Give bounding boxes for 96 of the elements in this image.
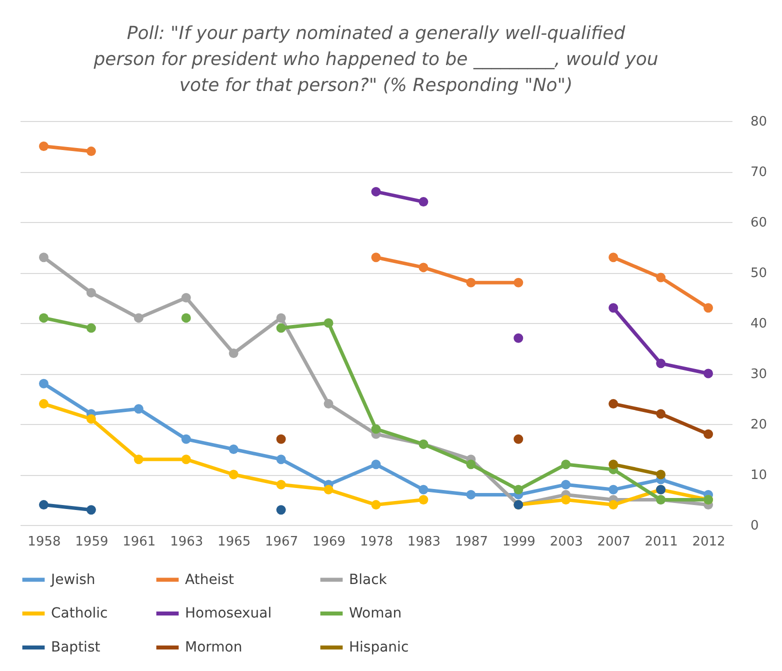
y-tick-label: 0 <box>750 518 759 534</box>
point <box>134 454 144 464</box>
y-tick-label: 20 <box>750 418 768 432</box>
point <box>418 262 428 272</box>
point <box>38 142 48 151</box>
point <box>276 323 286 333</box>
point <box>371 500 381 510</box>
point <box>704 429 714 439</box>
chart-title: Poll: "If your party nominated a generally well-qualified person for president who happened to be _________, would you vote for that person?" (% Responding "No") <box>92 23 658 96</box>
point <box>38 378 48 388</box>
point <box>228 348 238 358</box>
legend-label: Catholic <box>51 606 108 622</box>
point <box>86 146 96 156</box>
point <box>134 313 144 323</box>
point <box>608 252 618 262</box>
point <box>608 460 618 470</box>
x-tick-label: 2007 <box>597 534 630 550</box>
x-tick-label: 1999 <box>502 534 536 550</box>
legend-label: Woman <box>349 606 402 622</box>
y-tick-label: 50 <box>750 266 768 281</box>
point <box>561 495 571 504</box>
point <box>656 470 666 480</box>
y-tick-label: 30 <box>750 367 768 382</box>
point <box>514 484 524 494</box>
point <box>561 460 571 470</box>
point <box>86 323 96 333</box>
point <box>134 404 144 414</box>
point <box>181 313 191 323</box>
point <box>418 495 428 504</box>
point <box>561 480 571 490</box>
x-tick-label: 2012 <box>692 534 726 550</box>
point <box>86 505 96 515</box>
y-tick-label: 40 <box>750 316 768 332</box>
point <box>181 454 191 464</box>
point <box>608 303 618 313</box>
point <box>704 303 714 313</box>
point <box>181 434 191 444</box>
point <box>276 434 286 444</box>
x-tick-label: 1959 <box>75 534 108 550</box>
x-tick-label: 2011 <box>644 534 678 550</box>
point <box>656 272 666 282</box>
point <box>86 414 96 424</box>
legend-label: Black <box>349 572 388 588</box>
point <box>324 318 334 328</box>
point <box>608 500 618 510</box>
point <box>38 313 48 323</box>
legend-label: Homosexual <box>185 606 272 622</box>
point <box>181 293 191 302</box>
point <box>324 399 334 409</box>
legend-label: Mormon <box>185 640 242 656</box>
point <box>86 288 96 298</box>
point <box>38 500 48 510</box>
point <box>371 460 381 470</box>
point <box>418 197 428 207</box>
point <box>228 470 238 480</box>
legend-label: Hispanic <box>349 640 409 656</box>
point <box>466 490 476 500</box>
point <box>704 368 714 378</box>
legend-label: Atheist <box>185 572 234 588</box>
x-tick-label: 1961 <box>122 534 156 550</box>
point <box>608 484 618 494</box>
x-tick-label: 1965 <box>218 534 251 550</box>
point <box>371 424 381 434</box>
point <box>371 186 381 196</box>
x-tick-label: 1987 <box>454 534 488 550</box>
x-tick-label: 1963 <box>170 534 204 550</box>
point <box>228 444 238 454</box>
point <box>466 460 476 470</box>
point <box>38 399 48 409</box>
point <box>276 480 286 490</box>
y-tick-label: 10 <box>750 468 768 483</box>
point <box>514 278 524 288</box>
x-tick-label: 2003 <box>550 534 583 550</box>
point <box>418 484 428 494</box>
point <box>276 313 286 323</box>
point <box>276 454 286 464</box>
x-tick-label: 1983 <box>407 534 441 550</box>
y-tick-label: 70 <box>750 165 768 180</box>
y-tick-label: 60 <box>750 216 768 230</box>
x-tick-label: 1969 <box>312 534 346 550</box>
legend-label: Baptist <box>51 640 101 656</box>
point <box>466 278 476 288</box>
point <box>514 434 524 444</box>
x-tick-label: 1958 <box>28 534 61 550</box>
legend-label: Jewish <box>50 572 96 588</box>
point <box>38 252 48 262</box>
point <box>514 333 524 343</box>
point <box>656 358 666 368</box>
x-tick-label: 1967 <box>265 534 298 550</box>
x-tick-label: 1978 <box>360 534 394 550</box>
point <box>656 409 666 419</box>
y-tick-label: 80 <box>750 114 768 130</box>
point <box>324 484 334 494</box>
point <box>371 252 381 262</box>
point <box>276 505 286 515</box>
point <box>608 399 618 409</box>
